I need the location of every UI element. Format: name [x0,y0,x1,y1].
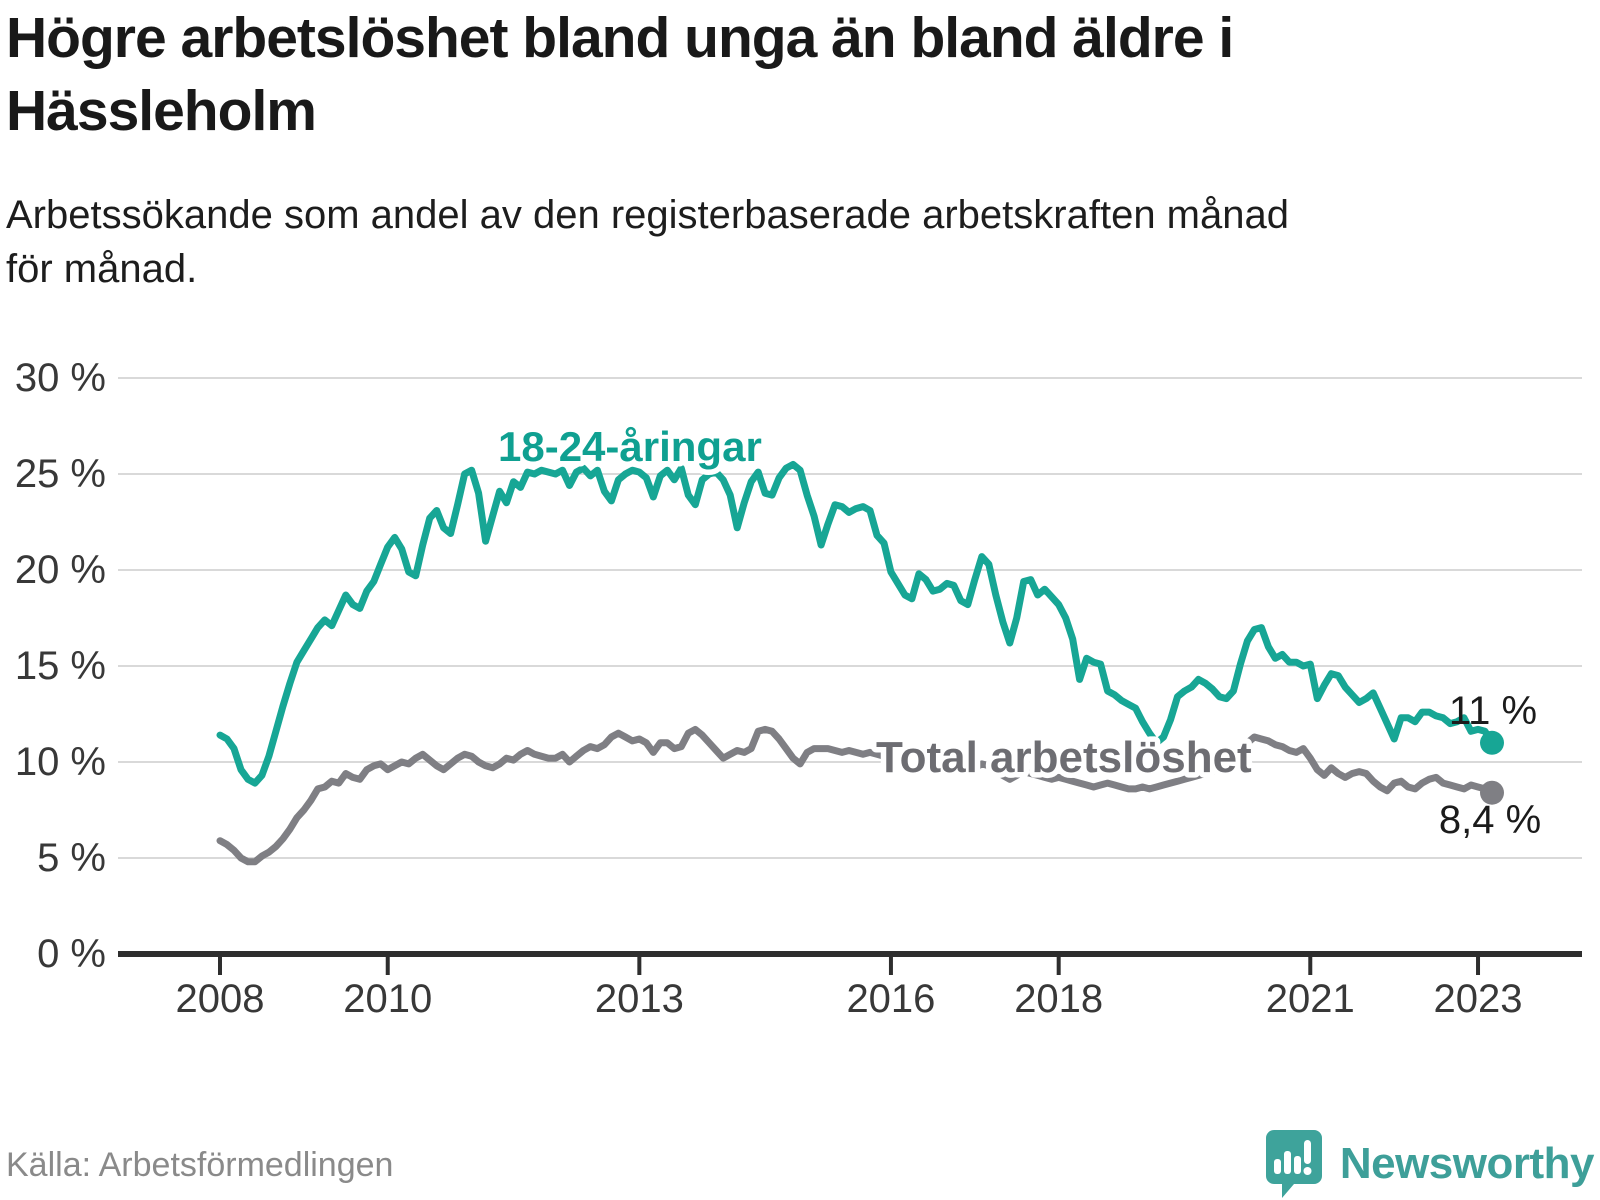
y-tick-label-0: 0 % [37,932,106,976]
page-title: Högre arbetslöshet bland unga än bland ä… [6,2,1586,148]
source-label: Källa: Arbetsförmedlingen [6,1146,394,1184]
y-tick-label-10: 10 % [15,740,106,784]
title-line-1: Högre arbetslöshet bland unga än bland ä… [6,6,1234,70]
logo-exclamation-dot [1303,1167,1312,1175]
logo-exclamation-bar [1303,1140,1311,1164]
series-label-youth: 18-24-åringar [498,423,762,470]
title-line-2: Hässleholm [6,78,317,143]
y-tick-label-25: 25 % [15,452,106,496]
x-tick-label-2021: 2021 [1266,977,1355,1021]
y-tick-label-5: 5 % [37,836,106,880]
brand-name: Newsworthy [1339,1139,1595,1188]
series-label-total: Total arbetslöshet [876,733,1252,782]
y-tick-label-15: 15 % [15,644,106,688]
newsworthy-logo-icon [1265,1130,1322,1198]
subtitle-line-2: för månad. [6,247,198,291]
x-tick-label-2018: 2018 [1014,977,1103,1021]
series-line-total [216,725,1496,866]
end-dot-total [1480,780,1504,805]
chart-subtitle: Arbetssökande som andel av den registerb… [6,188,1566,296]
end-value-label-total: 8,4 % [1439,798,1541,842]
y-tick-label-20: 20 % [15,548,106,592]
newsworthy-brand: Newsworthy [1262,1128,1595,1200]
x-tick-label-2010: 2010 [343,977,432,1021]
subtitle-line-1: Arbetssökande som andel av den registerb… [6,193,1289,237]
end-dot-youth [1480,730,1504,755]
logo-bar-2 [1283,1151,1291,1174]
x-tick-label-2013: 2013 [595,977,684,1021]
x-tick-label-2016: 2016 [846,977,935,1021]
x-tick-label-2023: 2023 [1434,977,1523,1021]
series-line-youth [216,460,1496,787]
x-tick-label-2008: 2008 [176,977,265,1021]
y-tick-label-30: 30 % [15,356,106,400]
end-value-label-youth: 11 % [1449,689,1537,733]
logo-bar-1 [1273,1159,1281,1174]
logo-bar-3 [1293,1156,1301,1174]
